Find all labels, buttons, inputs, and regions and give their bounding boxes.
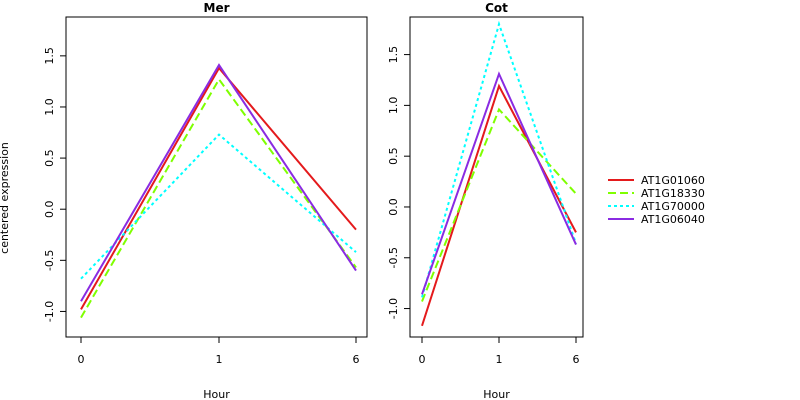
y-tick-label: -0.5 <box>43 250 56 271</box>
x-axis-label: Hour <box>203 388 230 400</box>
panel-cot: Cot -1.0 -0.5 0.0 0.5 1.0 1.5 0 1 6 Hour <box>387 1 584 400</box>
x-tick-label: 0 <box>419 353 426 366</box>
y-tick-label: 0.5 <box>43 149 56 167</box>
x-axis-label: Hour <box>483 388 510 400</box>
plot-frame <box>409 16 584 338</box>
legend-item: AT1G06040 <box>608 213 705 226</box>
panel-title: Mer <box>204 1 230 15</box>
x-tick-label: 1 <box>216 353 223 366</box>
series-line-at1g01060 <box>80 66 357 310</box>
y-tick-label: 1.0 <box>387 97 400 115</box>
series-line-at1g70000 <box>80 133 357 280</box>
series-line-at1g18330 <box>80 77 357 319</box>
series-line-at1g01060 <box>421 83 577 327</box>
series-line-at1g70000 <box>421 20 577 298</box>
plot-frame <box>65 16 368 338</box>
legend-item: AT1G01060 <box>608 174 705 187</box>
legend-item: AT1G18330 <box>608 187 705 200</box>
series-line-at1g18330 <box>421 107 577 302</box>
series-line-at1g06040 <box>421 71 577 295</box>
y-tick-label: 0.0 <box>43 200 56 218</box>
panel-mer: Mer -1.0 -0.5 0.0 0.5 1.0 1.5 0 1 6 Hour <box>43 1 368 400</box>
x-tick-label: 6 <box>573 353 580 366</box>
y-tick-label: -1.0 <box>387 298 400 319</box>
y-tick-label: 1.5 <box>43 47 56 64</box>
y-tick-label: 1.0 <box>43 98 56 116</box>
legend-label: AT1G70000 <box>641 200 705 213</box>
legend-label: AT1G06040 <box>641 213 705 226</box>
x-tick-label: 0 <box>78 353 85 366</box>
y-tick-label: 0.5 <box>387 147 400 165</box>
legend-item: AT1G70000 <box>608 200 705 213</box>
y-tick-label: 1.5 <box>387 46 400 64</box>
legend-label: AT1G01060 <box>641 174 705 187</box>
y-tick-label: -0.5 <box>387 247 400 268</box>
x-tick-label: 1 <box>496 353 503 366</box>
y-tick-label: -1.0 <box>43 301 56 322</box>
x-tick-label: 6 <box>353 353 360 366</box>
series-line-at1g06040 <box>80 63 357 302</box>
panel-title: Cot <box>485 1 508 15</box>
legend-label: AT1G18330 <box>641 187 705 200</box>
y-axis-label: centered expression <box>0 142 11 254</box>
y-tick-label: 0.0 <box>387 198 400 216</box>
